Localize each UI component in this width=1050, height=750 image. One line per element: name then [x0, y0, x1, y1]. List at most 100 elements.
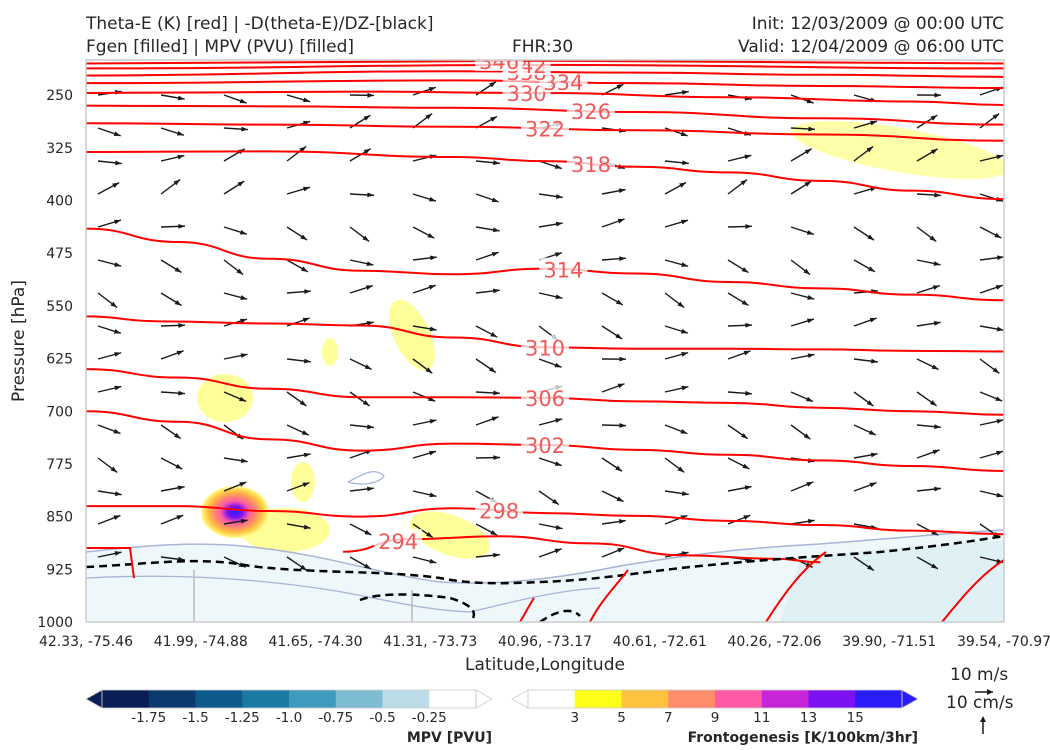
fgen-colorbar-tick: 5	[617, 710, 626, 726]
theta-e-label: 326	[571, 100, 611, 124]
mpv-area-low-left	[86, 530, 1004, 622]
x-tick-label: 41.65, -74.30	[268, 634, 362, 650]
mpv-colorbar-swatch	[148, 690, 196, 708]
y-tick-label: 475	[46, 246, 73, 262]
vector-key-horizontal: 10 m/s	[950, 665, 1008, 685]
x-tick-label: 40.26, -72.06	[727, 634, 821, 650]
theta-e-contour-334	[86, 79, 1004, 90]
title-line-1: Theta-E (K) [red] | -D(theta-E)/DZ-[blac…	[86, 14, 434, 34]
mpv-colorbar-swatch	[102, 690, 150, 708]
x-tick-label: 40.61, -72.61	[613, 634, 707, 650]
mpv-colorbar-tick: -1.25	[225, 710, 260, 726]
forecast-hour: FHR:30	[512, 37, 574, 57]
theta-e-contour-318	[86, 150, 1004, 201]
fgen-colorbar-swatch	[528, 690, 576, 708]
fgen-colorbar-tick: 13	[800, 710, 817, 726]
mpv-colorbar-tick: -0.25	[412, 710, 447, 726]
frontogenesis-fill	[197, 121, 1004, 559]
y-tick-label: 325	[46, 141, 73, 157]
init-time: Init: 12/03/2009 @ 00:00 UTC	[751, 14, 1004, 34]
y-tick-label: 1000	[37, 615, 73, 631]
theta-e-label: 302	[525, 434, 565, 458]
mpv-colorbar-tick: -1.5	[182, 710, 208, 726]
mpv-small-contour	[347, 471, 385, 485]
x-tick-label: 39.54, -70.97	[957, 634, 1050, 650]
y-tick-label: 625	[46, 352, 73, 368]
fgen-colorbar-swatch	[621, 690, 669, 708]
mpv-colorbar-swatch	[335, 690, 383, 708]
fgen-colorbar-tick: 3	[570, 710, 579, 726]
fgen-colorbar-swatch	[761, 690, 809, 708]
x-tick-label: 39.90, -71.51	[842, 634, 936, 650]
theta-e-label: 318	[571, 153, 611, 177]
fgen-colorbar-tick: 7	[664, 710, 673, 726]
x-tick-label: 40.96, -73.17	[498, 634, 592, 650]
theta-e-low-contours	[86, 547, 1004, 622]
fgen-colorbar: 3 5 7 9 11 13 15	[511, 689, 919, 726]
theta-e-label: 322	[525, 117, 565, 141]
vector-key-vertical: 10 cm/s	[946, 693, 1014, 713]
mpv-colorbar-label: MPV [PVU]	[407, 730, 492, 746]
x-axis-ticks: 42.33, -75.46 41.99, -74.88 41.65, -74.30 4…	[39, 634, 1050, 650]
fgen-colorbar-tick: 15	[847, 710, 864, 726]
fgen-area-front	[409, 511, 491, 559]
valid-time: Valid: 12/04/2009 @ 06:00 UTC	[738, 37, 1004, 57]
theta-e-label: 294	[378, 530, 418, 554]
mpv-colorbar-swatch	[382, 690, 430, 708]
theta-e-contour-298	[86, 505, 1004, 536]
stability-contour-low	[86, 534, 1004, 585]
fgen-colorbar-tick: 11	[753, 710, 770, 726]
y-axis-ticks: 250 325 400 475 550 625 700 775 850 925 1000	[37, 88, 73, 631]
mpv-colorbar-swatch	[195, 690, 243, 708]
theta-e-label: 314	[543, 259, 583, 283]
fgen-colorbar-swatch	[715, 690, 763, 708]
theta-e-label: 346	[479, 50, 519, 74]
mpv-outline-2	[86, 575, 601, 613]
title-line-2: Fgen [filled] | MPV (PVU) [filled]	[86, 37, 355, 57]
mpv-outline	[86, 529, 1004, 584]
fgen-area-small	[322, 338, 338, 366]
circulation-vectors	[97, 80, 1004, 572]
mpv-area-right	[780, 540, 1004, 622]
static-stability-contours	[86, 534, 1004, 622]
vector-key: 10 m/s 10 cm/s	[946, 665, 1014, 734]
fgen-colorbar-swatch	[574, 690, 622, 708]
stability-contour-pocket	[359, 593, 476, 622]
theta-e-contour-338	[86, 70, 1004, 78]
stability-contour-right	[539, 609, 581, 622]
mpv-colorbar-tick: -0.75	[318, 710, 353, 726]
fgen-colorbar-swatch	[668, 690, 716, 708]
theta-e-label: 306	[525, 387, 565, 411]
x-axis-label: Latitude,Longitude	[465, 655, 625, 675]
y-tick-label: 700	[46, 404, 73, 420]
theta-e-contour-326	[86, 104, 1004, 126]
theta-e-label: 298	[479, 500, 519, 524]
fgen-colorbar-swatch	[855, 690, 903, 708]
mpv-colorbar-tick: -1.75	[131, 710, 166, 726]
mpv-colorbar: -1.75 -1.5 -1.25 -1.0 -0.75 -0.5 -0.25	[85, 689, 493, 726]
y-tick-label: 400	[46, 194, 73, 210]
theta-e-contour-330	[86, 90, 1004, 106]
fgen-area-mid	[389, 299, 435, 371]
mpv-colorbar-tick: -0.5	[369, 710, 395, 726]
mpv-fill	[86, 471, 1004, 622]
y-tick-label: 550	[46, 299, 73, 315]
fgen-maximum	[201, 486, 269, 538]
mpv-colorbar-swatch	[429, 690, 477, 708]
theta-e-label: 310	[525, 336, 565, 360]
y-tick-label: 775	[46, 457, 73, 473]
mpv-colorbar-tick: -1.0	[276, 710, 302, 726]
y-axis-label: Pressure [hPa]	[9, 280, 29, 402]
mpv-colorbar-swatch	[242, 690, 290, 708]
mpv-colorbar-swatch	[289, 690, 337, 708]
x-tick-label: 41.31, -73.73	[383, 634, 477, 650]
fgen-colorbar-tick: 9	[711, 710, 720, 726]
fgen-area-left	[197, 374, 253, 422]
x-tick-label: 42.33, -75.46	[39, 634, 133, 650]
fgen-area-low	[291, 462, 315, 502]
x-tick-label: 41.99, -74.88	[154, 634, 248, 650]
y-tick-label: 925	[46, 562, 73, 578]
terrain-lines	[193, 570, 413, 622]
plot-frame	[85, 59, 1005, 623]
